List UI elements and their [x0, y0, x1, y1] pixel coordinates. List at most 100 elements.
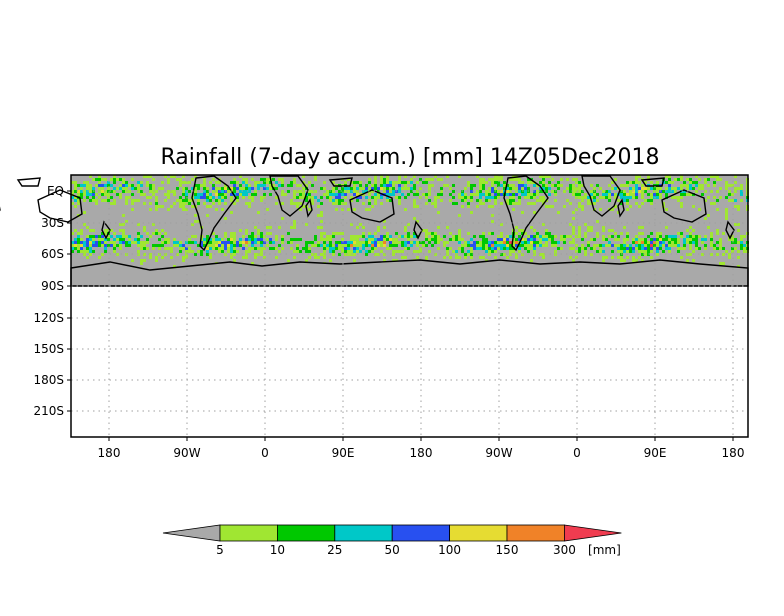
rain-cell [89, 238, 92, 241]
rain-cell [548, 193, 551, 196]
continent-coastline [581, 175, 621, 217]
rain-cell [602, 256, 605, 259]
rain-cell [365, 253, 368, 256]
rain-cell [674, 196, 677, 199]
rain-cell [446, 184, 449, 187]
rain-cell [500, 235, 503, 238]
rain-cell [557, 181, 560, 184]
rain-cell [389, 199, 392, 202]
rain-cell [620, 202, 623, 205]
rain-cell [314, 235, 317, 238]
rain-cell [461, 244, 464, 247]
rain-cell [158, 205, 161, 208]
rain-cell [80, 250, 83, 253]
rain-cell [638, 181, 641, 184]
rain-cell [80, 232, 83, 235]
rain-cell [527, 202, 530, 205]
rain-cell [659, 193, 662, 196]
rain-cell [671, 190, 674, 193]
rain-cell [269, 238, 272, 241]
rain-cell [632, 181, 635, 184]
rain-cell [662, 250, 665, 253]
rain-cell [413, 202, 416, 205]
rain-cell [734, 175, 737, 178]
rain-cell [302, 187, 305, 190]
rain-cell [209, 181, 212, 184]
rain-cell [623, 184, 626, 187]
rain-cell [626, 244, 629, 247]
rain-cell [647, 244, 650, 247]
rain-cell [686, 259, 689, 262]
rain-cell [674, 244, 677, 247]
colorbar-label: 150 [496, 543, 519, 557]
rain-cell [299, 208, 302, 211]
rain-cell [431, 238, 434, 241]
rain-cell [104, 250, 107, 253]
rain-cell [212, 187, 215, 190]
rain-cell [680, 256, 683, 259]
rain-cell [116, 193, 119, 196]
rain-cell [155, 244, 158, 247]
rain-cell [245, 202, 248, 205]
rain-cell [491, 241, 494, 244]
rain-cell [680, 196, 683, 199]
rain-cell [74, 190, 77, 193]
rain-cell [173, 244, 176, 247]
rain-cell [80, 184, 83, 187]
rain-cell [506, 190, 509, 193]
rain-cell [89, 250, 92, 253]
rain-cell [425, 256, 428, 259]
rain-cell [584, 235, 587, 238]
rain-cell [470, 253, 473, 256]
rain-cell [578, 190, 581, 193]
continent-coastline [269, 175, 309, 217]
rain-cell [266, 226, 269, 229]
rain-cell [104, 232, 107, 235]
rain-cell [392, 259, 395, 262]
rain-cell [713, 184, 716, 187]
rain-cell [629, 247, 632, 250]
rain-cell [101, 238, 104, 241]
colorbar-label: 300 [553, 543, 576, 557]
rain-cell [341, 250, 344, 253]
rain-cell [587, 226, 590, 229]
rain-cell [497, 247, 500, 250]
rain-cell [515, 187, 518, 190]
rain-cell [251, 199, 254, 202]
rain-cell [404, 181, 407, 184]
rain-cell [191, 250, 194, 253]
rain-cell [524, 247, 527, 250]
rain-cell [77, 199, 80, 202]
rain-cell [275, 181, 278, 184]
rain-cell [701, 193, 704, 196]
rain-cell [677, 241, 680, 244]
rain-cell [512, 187, 515, 190]
rain-cell [86, 247, 89, 250]
rain-cell [698, 178, 701, 181]
lat-label: 180S [33, 373, 64, 387]
rain-cell [647, 241, 650, 244]
rain-cell [551, 235, 554, 238]
rain-cell [119, 235, 122, 238]
rain-cell [362, 226, 365, 229]
rain-cell [158, 247, 161, 250]
rain-cell [425, 181, 428, 184]
rain-cell [740, 247, 743, 250]
rain-cell [503, 247, 506, 250]
rain-cell [74, 238, 77, 241]
rain-cell [164, 193, 167, 196]
rain-cell [242, 187, 245, 190]
rain-cell [398, 178, 401, 181]
rain-cell [500, 238, 503, 241]
rain-cell [545, 205, 548, 208]
rain-cell [251, 241, 254, 244]
rain-cell [251, 235, 254, 238]
rain-cell [305, 223, 308, 226]
rain-cell [521, 193, 524, 196]
rain-cell [182, 247, 185, 250]
rain-cell [266, 178, 269, 181]
rain-cell [626, 184, 629, 187]
rain-cell [572, 178, 575, 181]
rain-cell [554, 244, 557, 247]
rain-cell [386, 187, 389, 190]
